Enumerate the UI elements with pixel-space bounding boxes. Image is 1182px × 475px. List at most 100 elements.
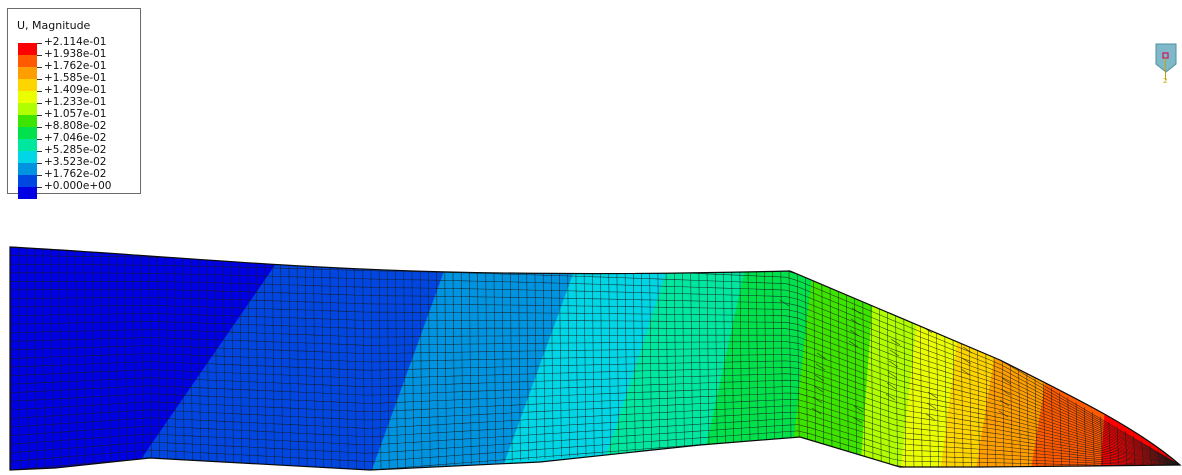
mesh-line [10,353,1180,467]
triad-graphic [1155,43,1177,80]
legend-swatch [18,43,37,55]
legend-swatch [18,55,37,67]
legend-tick [37,103,42,104]
mesh-line [10,418,1180,468]
mesh-line [851,307,862,315]
legend-swatch [18,139,37,151]
mesh-line [1116,426,1120,470]
mesh-line [10,392,1180,468]
legend-tick [37,139,42,140]
mesh-line [849,329,860,337]
legend-title: U, Magnitude [17,19,91,32]
mesh-line [927,391,938,399]
legend-value-label: +7.046e-02 [44,132,107,144]
mesh-line [924,304,935,312]
mesh-line [926,402,937,410]
mesh-line [10,411,1180,468]
legend-value-label: +5.285e-02 [44,144,107,156]
mesh-line [999,399,1010,407]
legend-tick [37,115,42,116]
mesh-line [854,296,857,456]
mesh-line [1108,421,1112,470]
legend-swatch [18,91,37,103]
mesh-line [812,396,823,404]
mesh-line [10,313,1180,467]
mesh-line [848,340,859,348]
legend-value-label: +1.585e-01 [44,72,107,84]
mesh-line [890,338,901,346]
mesh-line [998,410,1009,418]
mesh-line [961,357,972,365]
legend-value-label: +3.523e-02 [44,156,107,168]
legend-value-label: +2.114e-01 [44,36,107,48]
mesh-line [885,393,896,401]
mesh-line [1100,416,1103,470]
mesh-line [813,385,824,393]
legend-value-label: +1.762e-01 [44,60,107,72]
legend-tick [37,91,42,92]
mesh-line [10,360,1180,467]
legend-tick [37,163,42,164]
mesh-line [886,382,897,390]
mesh-line [10,399,1180,468]
mesh-line [10,345,1180,467]
mesh-line [10,367,1180,467]
mesh-line [1037,321,1048,329]
legend-tick [37,151,42,152]
mesh-line [10,424,1180,468]
mesh-line [862,299,866,458]
mesh-line [10,430,1180,468]
mesh-line [852,416,863,424]
mesh-line [889,349,900,357]
legend-swatch [18,175,37,187]
mesh-line [887,310,890,466]
mesh-line [1092,411,1095,470]
legend-swatch [18,67,37,79]
legend-value-label: +1.409e-01 [44,84,107,96]
mesh-line [1036,332,1047,340]
legend-tick [37,43,42,44]
legend-swatch [18,79,37,91]
legend-value-label: +0.000e+00 [44,180,112,192]
mesh-line [10,297,1180,467]
mesh-line [960,368,971,376]
mesh-line [870,303,874,461]
legend-value-label: +1.233e-01 [44,96,107,108]
mesh-line [805,275,808,441]
mesh-line [816,352,827,360]
legend-swatch [18,163,37,175]
mesh-line [1038,310,1049,318]
mesh-line [850,318,861,326]
legend-tick [37,175,42,176]
mesh-line [997,301,1008,309]
legend-swatch [18,115,37,127]
contour-legend[interactable]: U, Magnitude +2.114e-01 +1.938e-01 +1.762e… [7,8,141,199]
contour-body [10,247,1180,470]
mesh-line [10,405,1180,468]
mesh-line [962,346,973,354]
mesh-line [10,281,1180,467]
legend-tick [37,55,42,56]
legend-swatch [18,187,37,199]
legend-tick [37,67,42,68]
mesh-line [10,373,1180,467]
mesh-line [963,335,974,343]
legend-swatch [18,103,37,115]
mesh-line [779,299,790,307]
mesh-line [10,329,1180,467]
legend-tick [37,187,42,188]
part-outline [9,246,1182,471]
mesh-line [814,374,825,382]
mesh-line [10,337,1180,467]
legend-swatch [18,127,37,139]
triad-axis-label: 2 [1163,77,1168,85]
mesh-line [815,363,826,371]
mesh-line [10,305,1180,467]
mesh-line [10,289,1180,467]
legend-color-bar [18,43,37,199]
mesh-line [829,285,833,449]
mesh-line [888,360,899,368]
mesh-line [846,292,849,453]
